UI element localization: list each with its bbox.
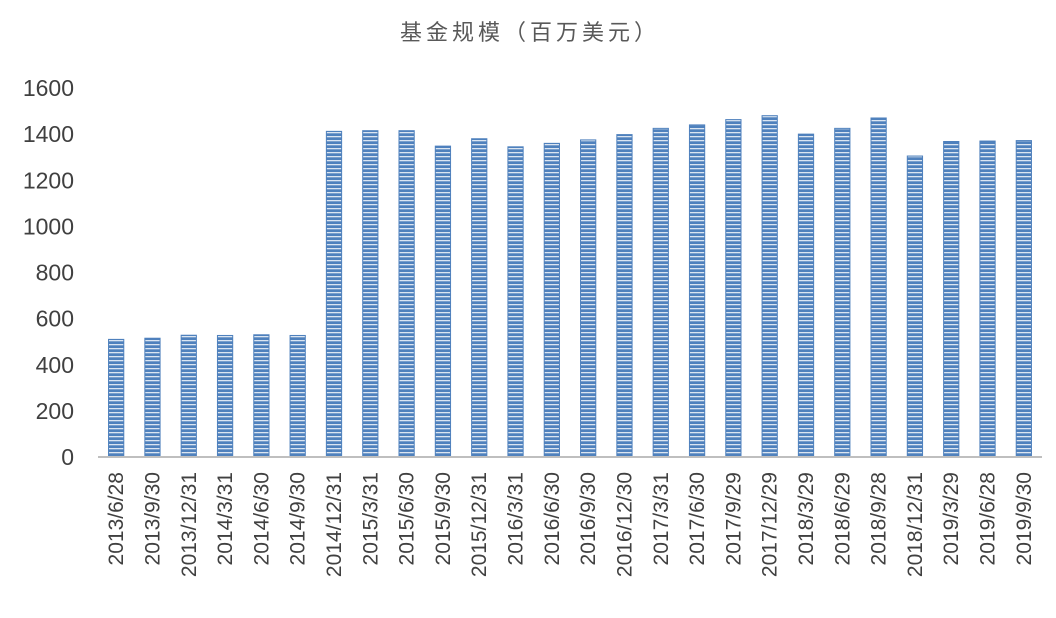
- x-tick-label: 2017/9/29: [722, 472, 745, 565]
- bar: [761, 115, 778, 458]
- bar: [1015, 140, 1032, 458]
- x-tick-label: 2019/6/28: [977, 472, 1000, 565]
- y-tick-label: 600: [36, 306, 74, 332]
- x-tick-label: 2013/12/31: [178, 472, 201, 577]
- bar: [434, 145, 452, 458]
- x-tick-label: 2017/6/30: [686, 472, 709, 565]
- x-tick-label: 2019/3/29: [940, 472, 963, 565]
- bar: [180, 334, 197, 458]
- bar: [688, 124, 706, 458]
- y-tick-label: 800: [36, 260, 74, 286]
- x-tick-label: 2013/9/30: [141, 472, 164, 565]
- bar: [289, 334, 306, 458]
- y-tick-label: 0: [61, 444, 74, 470]
- x-tick-label: 2016/12/30: [613, 472, 636, 577]
- y-tick-label: 1200: [23, 167, 74, 193]
- bar: [471, 138, 488, 458]
- bar: [979, 140, 996, 458]
- x-tick-label: 2016/9/30: [577, 472, 600, 565]
- bar: [507, 146, 524, 458]
- bar: [725, 119, 742, 458]
- x-tick-label: 2014/6/30: [250, 472, 273, 565]
- y-tick-label: 1600: [23, 75, 74, 101]
- x-tick-label: 2018/3/29: [795, 472, 818, 565]
- bar: [253, 334, 270, 458]
- x-tick-label: 2018/6/29: [831, 472, 854, 565]
- bar: [362, 130, 379, 458]
- bar: [652, 127, 669, 458]
- bar: [616, 134, 633, 458]
- y-tick-label: 400: [36, 352, 74, 378]
- bar: [580, 139, 597, 458]
- y-axis-ticks: 0 200 400 600 800 1000 1200 1400 1600: [23, 75, 74, 470]
- bar: [870, 117, 887, 458]
- bar: [906, 155, 924, 458]
- bar: [797, 133, 815, 458]
- y-tick-label: 1400: [23, 121, 74, 147]
- x-tick-label: 2015/9/30: [432, 472, 455, 565]
- x-tick-label: 2015/3/31: [359, 472, 382, 565]
- x-tick-label: 2018/12/31: [904, 472, 927, 577]
- bar: [144, 337, 161, 458]
- x-tick-label: 2014/12/31: [323, 472, 346, 577]
- y-tick-label: 200: [36, 398, 74, 424]
- x-tick-label: 2014/3/31: [214, 472, 237, 565]
- x-tick-label: 2019/9/30: [1013, 472, 1036, 565]
- bars: [108, 115, 1032, 458]
- x-axis-ticks: 2013/6/28 2013/9/30 2013/12/31 2014/3/31 201…: [105, 472, 1036, 577]
- bar: [834, 127, 851, 458]
- x-tick-label: 2013/6/28: [105, 472, 128, 565]
- bar: [398, 130, 415, 458]
- bar: [943, 141, 960, 458]
- x-tick-label: 2018/9/28: [868, 472, 891, 565]
- x-tick-label: 2017/12/29: [759, 472, 782, 577]
- y-tick-label: 1000: [23, 213, 74, 239]
- x-tick-label: 2017/3/31: [650, 472, 673, 565]
- x-tick-label: 2016/6/30: [541, 472, 564, 565]
- chart-title: 基金规模（百万美元）: [400, 21, 660, 46]
- bar: [216, 334, 234, 458]
- bar: [108, 338, 125, 458]
- x-tick-label: 2014/9/30: [287, 472, 310, 565]
- x-tick-label: 2016/3/31: [505, 472, 528, 565]
- x-tick-label: 2015/6/30: [396, 472, 419, 565]
- bar: [325, 130, 343, 458]
- bar: [543, 142, 560, 458]
- x-tick-label: 2015/12/31: [468, 472, 491, 577]
